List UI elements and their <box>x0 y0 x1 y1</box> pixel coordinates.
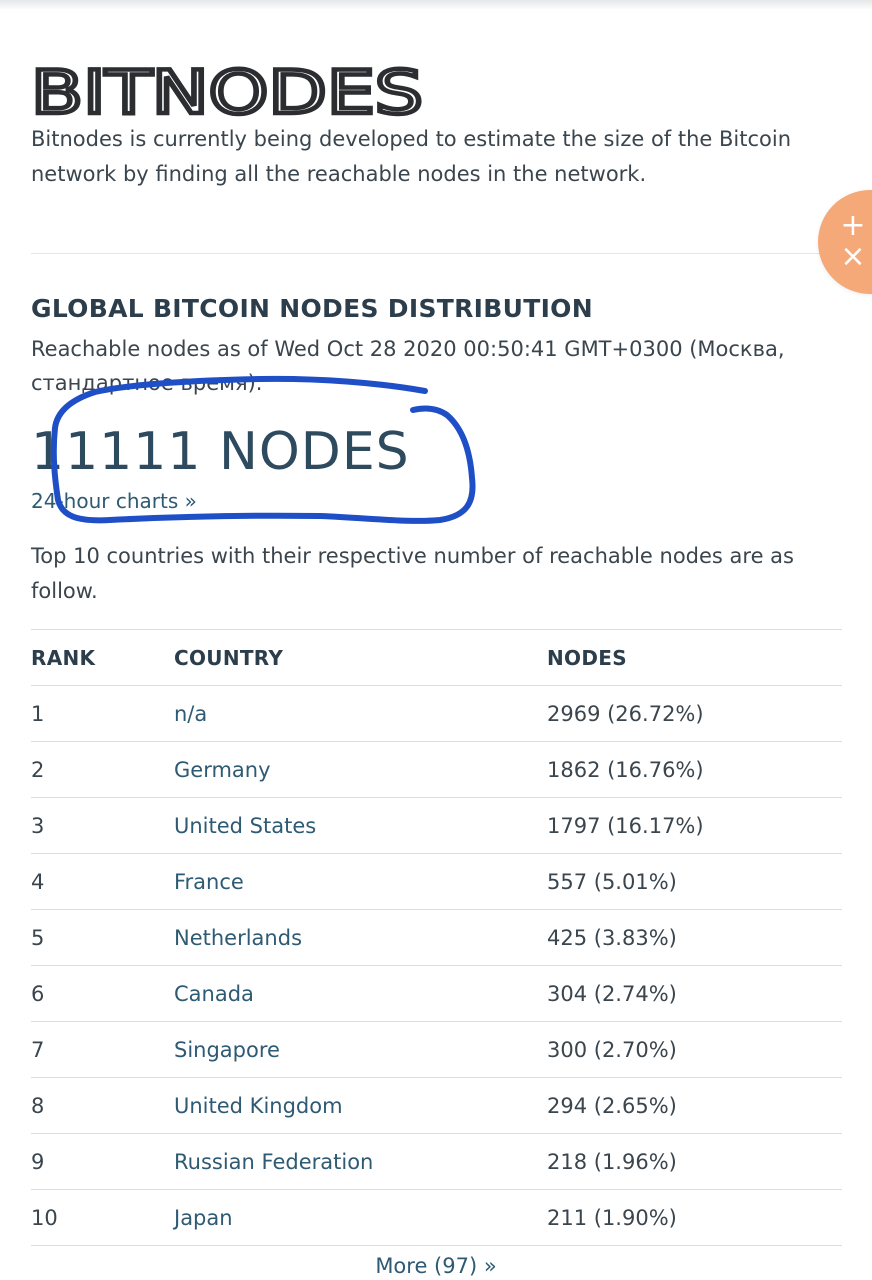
plus-icon: + <box>840 208 866 243</box>
table-header-row: RANK COUNTRY NODES <box>31 629 842 686</box>
nodes-cell: 1797 (16.17%) <box>547 797 842 854</box>
country-link[interactable]: Japan <box>174 1205 233 1230</box>
country-link[interactable]: France <box>174 869 244 894</box>
rank-cell: 2 <box>31 741 174 798</box>
table-row: 6 Canada 304 (2.74%) <box>31 965 842 1022</box>
country-link[interactable]: United Kingdom <box>174 1093 343 1118</box>
table-row: 5 Netherlands 425 (3.83%) <box>31 909 842 966</box>
table-row: 9 Russian Federation 218 (1.96%) <box>31 1133 842 1190</box>
rank-cell: 5 <box>31 909 174 966</box>
table-row: 2 Germany 1862 (16.76%) <box>31 741 842 798</box>
table-intro-text: Top 10 countries with their respective n… <box>31 544 794 603</box>
rank-cell: 10 <box>31 1189 174 1246</box>
nodes-cell: 300 (2.70%) <box>547 1021 842 1078</box>
table-row: 8 United Kingdom 294 (2.65%) <box>31 1077 842 1134</box>
nodes-cell: 425 (3.83%) <box>547 909 842 966</box>
nodes-cell: 211 (1.90%) <box>547 1189 842 1246</box>
more-countries-link[interactable]: More (97) » <box>375 1254 497 1278</box>
nodes-cell: 1862 (16.76%) <box>547 741 842 798</box>
nodes-cell: 218 (1.96%) <box>547 1133 842 1190</box>
logo-text: BITNODES <box>31 62 423 122</box>
country-link[interactable]: n/a <box>174 701 208 726</box>
table-row: 10 Japan 211 (1.90%) <box>31 1189 842 1246</box>
rank-cell: 8 <box>31 1077 174 1134</box>
country-header: COUNTRY <box>174 629 547 686</box>
nodes-cell: 294 (2.65%) <box>547 1077 842 1134</box>
rank-cell: 4 <box>31 853 174 910</box>
table-row: 7 Singapore 300 (2.70%) <box>31 1021 842 1078</box>
section-title: GLOBAL BITCOIN NODES DISTRIBUTION <box>31 294 593 323</box>
floating-action-button[interactable]: + × <box>818 190 872 294</box>
close-icon: × <box>840 239 866 274</box>
country-link[interactable]: Russian Federation <box>174 1149 374 1174</box>
countries-table: RANK COUNTRY NODES 1 n/a 2969 (26.72%) 2… <box>31 629 842 1246</box>
intro-text: Bitnodes is currently being developed to… <box>31 127 792 186</box>
nodes-cell: 2969 (26.72%) <box>547 685 842 742</box>
rank-cell: 3 <box>31 797 174 854</box>
country-link[interactable]: United States <box>174 813 317 838</box>
country-link[interactable]: Netherlands <box>174 925 303 950</box>
bitnodes-logo[interactable]: BITNODES <box>31 62 431 122</box>
country-link[interactable]: Canada <box>174 981 254 1006</box>
rank-cell: 1 <box>31 685 174 742</box>
table-row: 4 France 557 (5.01%) <box>31 853 842 910</box>
divider <box>31 253 842 254</box>
nodes-cell: 557 (5.01%) <box>547 853 842 910</box>
node-count: 11111 NODES <box>31 422 410 482</box>
rank-cell: 7 <box>31 1021 174 1078</box>
table-row: 3 United States 1797 (16.17%) <box>31 797 842 854</box>
top-shadow <box>0 0 872 10</box>
rank-cell: 6 <box>31 965 174 1022</box>
nodes-header: NODES <box>547 629 842 686</box>
country-link[interactable]: Singapore <box>174 1037 280 1062</box>
table-row: 1 n/a 2969 (26.72%) <box>31 685 842 742</box>
country-link[interactable]: Germany <box>174 757 271 782</box>
nodes-cell: 304 (2.74%) <box>547 965 842 1022</box>
as-of-timestamp: Reachable nodes as of Wed Oct 28 2020 00… <box>31 337 785 395</box>
charts-link[interactable]: 24-hour charts » <box>31 489 197 513</box>
rank-cell: 9 <box>31 1133 174 1190</box>
rank-header: RANK <box>31 629 174 686</box>
